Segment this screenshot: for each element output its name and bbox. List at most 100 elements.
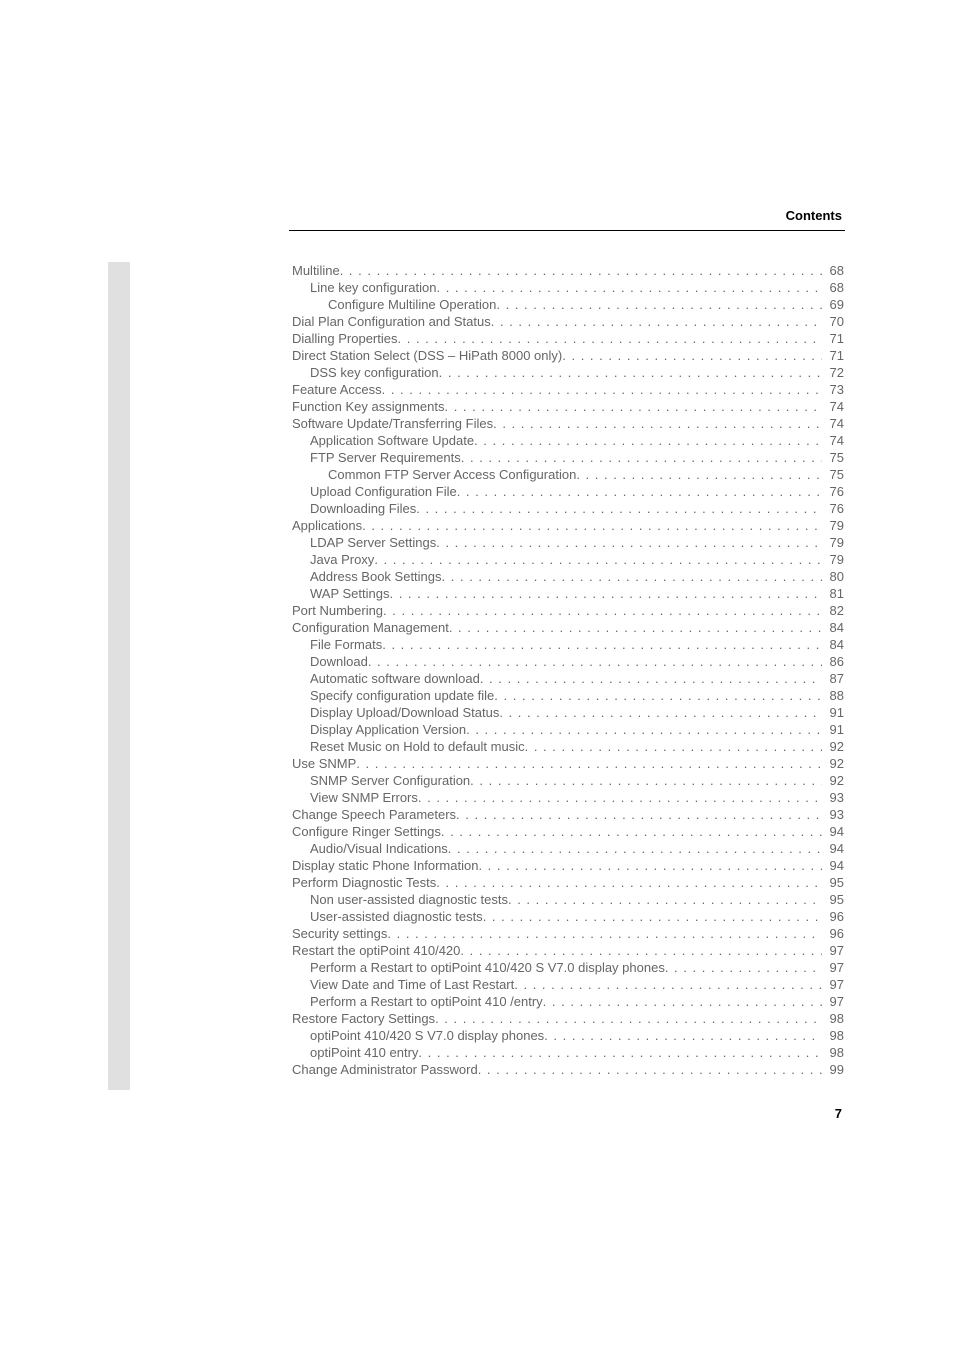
toc-entry[interactable]: File Formats84 xyxy=(292,636,844,653)
toc-entry-page: 84 xyxy=(822,636,844,653)
toc-entry-page: 97 xyxy=(822,942,844,959)
toc-entry[interactable]: Java Proxy79 xyxy=(292,551,844,568)
toc-entry-page: 80 xyxy=(822,568,844,585)
toc-entry-label: Software Update/Transferring Files xyxy=(292,415,493,432)
toc-entry[interactable]: Direct Station Select (DSS – HiPath 8000… xyxy=(292,347,844,364)
toc-entry-label: Display Application Version xyxy=(310,721,466,738)
toc-entry-label: Configure Ringer Settings xyxy=(292,823,441,840)
toc-entry-label: Dial Plan Configuration and Status xyxy=(292,313,491,330)
toc-entry-page: 98 xyxy=(822,1044,844,1061)
toc-entry-page: 94 xyxy=(822,823,844,840)
toc-dots xyxy=(436,874,822,891)
toc-dots xyxy=(562,347,822,364)
toc-entry-page: 68 xyxy=(822,279,844,296)
toc-entry-label: DSS key configuration xyxy=(310,364,439,381)
toc-entry-label: Automatic software download xyxy=(310,670,480,687)
toc-entry[interactable]: Software Update/Transferring Files 74 xyxy=(292,415,844,432)
toc-entry[interactable]: Common FTP Server Access Configuration75 xyxy=(292,466,844,483)
toc-entry[interactable]: Multiline68 xyxy=(292,262,844,279)
toc-entry-page: 95 xyxy=(822,891,844,908)
toc-entry[interactable]: Dialling Properties71 xyxy=(292,330,844,347)
toc-entry[interactable]: Application Software Update74 xyxy=(292,432,844,449)
toc-entry-label: Reset Music on Hold to default music xyxy=(310,738,525,755)
toc-dots xyxy=(362,517,822,534)
page-number: 7 xyxy=(835,1106,842,1121)
toc-entry[interactable]: Configure Ringer Settings 94 xyxy=(292,823,844,840)
toc-entry-label: Security settings xyxy=(292,925,387,942)
toc-entry[interactable]: Use SNMP92 xyxy=(292,755,844,772)
toc-entry[interactable]: Security settings96 xyxy=(292,925,844,942)
toc-entry-page: 94 xyxy=(822,857,844,874)
toc-dots xyxy=(525,738,822,755)
toc-entry[interactable]: Change Speech Parameters93 xyxy=(292,806,844,823)
toc-entry-label: WAP Settings xyxy=(310,585,389,602)
toc-entry-label: View SNMP Errors xyxy=(310,789,418,806)
toc-entry[interactable]: Display Upload/Download Status91 xyxy=(292,704,844,721)
toc-entry-label: Use SNMP xyxy=(292,755,356,772)
toc-entry[interactable]: Dial Plan Configuration and Status70 xyxy=(292,313,844,330)
toc-entry-page: 71 xyxy=(822,347,844,364)
toc-entry[interactable]: Applications79 xyxy=(292,517,844,534)
toc-entry[interactable]: Configuration Management84 xyxy=(292,619,844,636)
toc-entry-page: 99 xyxy=(822,1061,844,1078)
toc-dots xyxy=(444,398,822,415)
toc-dots xyxy=(499,704,822,721)
toc-entry[interactable]: View SNMP Errors93 xyxy=(292,789,844,806)
toc-dots xyxy=(491,313,822,330)
toc-dots xyxy=(478,857,822,874)
toc-entry-label: Change Administrator Password xyxy=(292,1061,478,1078)
toc-entry-label: Non user-assisted diagnostic tests xyxy=(310,891,508,908)
toc-entry[interactable]: Feature Access73 xyxy=(292,381,844,398)
toc-entry-label: Configure Multiline Operation xyxy=(328,296,496,313)
toc-entry[interactable]: View Date and Time of Last Restart97 xyxy=(292,976,844,993)
toc-entry[interactable]: Audio/Visual Indications94 xyxy=(292,840,844,857)
toc-entry[interactable]: Specify configuration update file88 xyxy=(292,687,844,704)
toc-entry[interactable]: Display static Phone Information94 xyxy=(292,857,844,874)
toc-entry[interactable]: Function Key assignments74 xyxy=(292,398,844,415)
toc-entry[interactable]: Restart the optiPoint 410/42097 xyxy=(292,942,844,959)
toc-entry[interactable]: Display Application Version91 xyxy=(292,721,844,738)
toc-dots xyxy=(460,942,822,959)
toc-entry[interactable]: DSS key configuration72 xyxy=(292,364,844,381)
toc-entry[interactable]: Non user-assisted diagnostic tests 95 xyxy=(292,891,844,908)
toc-entry-page: 82 xyxy=(822,602,844,619)
toc-entry[interactable]: Line key configuration68 xyxy=(292,279,844,296)
toc-entry-label: optiPoint 410 entry xyxy=(310,1044,418,1061)
toc-entry[interactable]: Restore Factory Settings98 xyxy=(292,1010,844,1027)
toc-entry[interactable]: Automatic software download87 xyxy=(292,670,844,687)
toc-entry[interactable]: FTP Server Requirements75 xyxy=(292,449,844,466)
toc-entry[interactable]: Change Administrator Password 99 xyxy=(292,1061,844,1078)
toc-dots xyxy=(508,891,822,908)
toc-entry-label: View Date and Time of Last Restart xyxy=(310,976,514,993)
toc-entry[interactable]: Downloading Files76 xyxy=(292,500,844,517)
toc-entry[interactable]: Upload Configuration File76 xyxy=(292,483,844,500)
toc-entry[interactable]: Perform a Restart to optiPoint 410/420 S… xyxy=(292,959,844,976)
toc-dots xyxy=(480,670,822,687)
toc-entry[interactable]: Port Numbering82 xyxy=(292,602,844,619)
toc-entry-label: Application Software Update xyxy=(310,432,474,449)
toc-entry-label: Audio/Visual Indications xyxy=(310,840,448,857)
toc-dots xyxy=(418,789,822,806)
toc-dots xyxy=(382,381,822,398)
toc-entry[interactable]: Address Book Settings80 xyxy=(292,568,844,585)
toc-entry-label: Multiline xyxy=(292,262,340,279)
toc-entry[interactable]: Perform a Restart to optiPoint 410 /entr… xyxy=(292,993,844,1010)
toc-entry[interactable]: optiPoint 410/420 S V7.0 display phones9… xyxy=(292,1027,844,1044)
toc-entry[interactable]: WAP Settings81 xyxy=(292,585,844,602)
toc-entry[interactable]: LDAP Server Settings79 xyxy=(292,534,844,551)
toc-dots xyxy=(441,823,822,840)
toc-entry[interactable]: Configure Multiline Operation69 xyxy=(292,296,844,313)
toc-entry-label: Applications xyxy=(292,517,362,534)
toc-entry[interactable]: Download86 xyxy=(292,653,844,670)
toc-entry-page: 74 xyxy=(822,415,844,432)
toc-entry[interactable]: Reset Music on Hold to default music92 xyxy=(292,738,844,755)
toc-entry[interactable]: SNMP Server Configuration92 xyxy=(292,772,844,789)
toc-entry-page: 76 xyxy=(822,483,844,500)
toc-dots xyxy=(368,653,822,670)
toc-entry-label: Feature Access xyxy=(292,381,382,398)
toc-entry[interactable]: User-assisted diagnostic tests96 xyxy=(292,908,844,925)
toc-dots xyxy=(340,262,822,279)
toc-entry[interactable]: optiPoint 410 entry 98 xyxy=(292,1044,844,1061)
toc-entry-page: 88 xyxy=(822,687,844,704)
toc-entry[interactable]: Perform Diagnostic Tests95 xyxy=(292,874,844,891)
